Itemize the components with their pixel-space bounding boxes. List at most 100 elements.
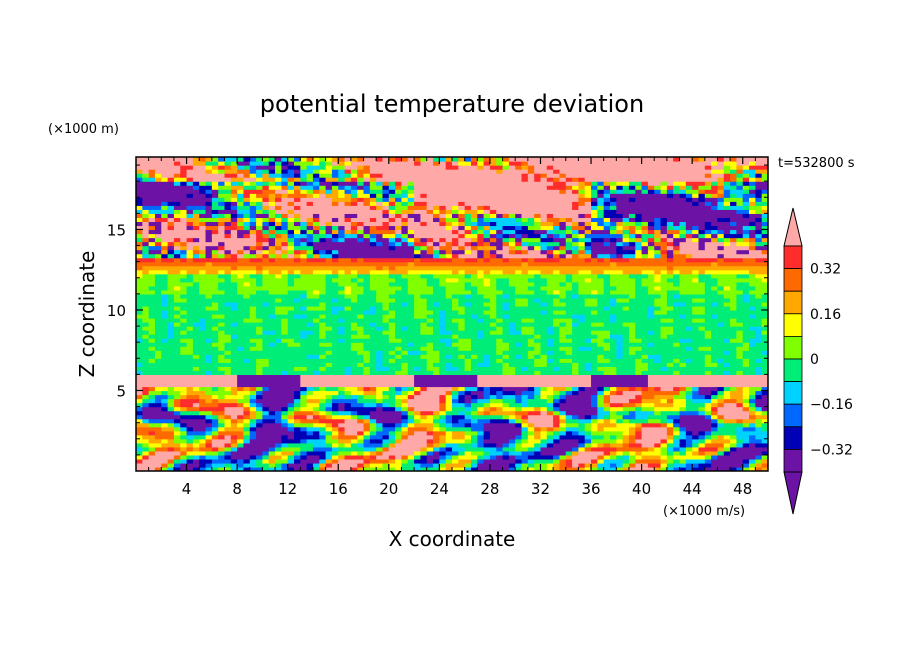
field-cell — [382, 418, 390, 424]
field-cell — [483, 374, 491, 380]
field-cell — [730, 273, 737, 279]
field-cell — [654, 322, 662, 327]
field-cell — [256, 358, 263, 363]
field-cell — [464, 334, 472, 339]
field-cell — [256, 410, 263, 416]
field-cell — [578, 346, 586, 351]
field-cell — [534, 398, 542, 404]
field-cell — [654, 362, 662, 367]
field-cell — [262, 346, 270, 351]
field-cell — [723, 305, 731, 311]
field-cell — [249, 458, 257, 464]
field-cell — [388, 362, 396, 367]
field-cell — [730, 418, 737, 424]
field-cell — [730, 386, 737, 392]
field-cell — [470, 269, 478, 275]
field-cell — [565, 314, 573, 319]
field-cell — [489, 422, 497, 428]
field-cell — [426, 406, 434, 412]
field-cell — [445, 350, 453, 355]
field-cell — [136, 350, 143, 355]
field-cell — [136, 314, 143, 319]
field-cell — [433, 301, 440, 307]
field-cell — [275, 386, 282, 392]
field-cell — [338, 326, 346, 331]
field-cell — [199, 378, 207, 384]
field-cell — [477, 289, 485, 295]
field-cell — [527, 414, 535, 420]
field-cell — [376, 406, 384, 412]
field-cell — [755, 301, 763, 307]
field-cell — [546, 454, 554, 460]
field-cell — [641, 273, 649, 279]
field-cell — [300, 418, 308, 424]
field-cell — [553, 410, 561, 416]
field-cell — [622, 374, 630, 380]
field-cell — [477, 301, 485, 307]
field-cell — [502, 277, 510, 283]
field-cell — [692, 462, 700, 468]
field-cell — [312, 382, 320, 388]
field-cell — [666, 466, 674, 471]
field-cell — [679, 382, 687, 388]
field-cell — [572, 350, 579, 355]
field-cell — [553, 314, 561, 319]
field-cell — [142, 318, 150, 323]
field-cell — [357, 442, 365, 448]
field-cell — [275, 438, 282, 444]
field-cell — [704, 386, 712, 392]
field-cell — [578, 422, 586, 428]
field-cell — [704, 350, 712, 355]
field-cell — [369, 354, 377, 359]
field-cell — [483, 305, 491, 311]
field-cell — [483, 390, 491, 396]
field-cell — [256, 418, 263, 424]
field-cell — [755, 438, 763, 444]
field-cell — [736, 438, 744, 444]
field-cell — [711, 386, 719, 392]
field-cell — [553, 269, 561, 275]
field-cell — [224, 386, 232, 392]
field-cell — [154, 394, 162, 400]
field-cell — [420, 414, 428, 420]
field-cell — [755, 297, 763, 303]
field-cell — [496, 390, 504, 396]
field-cell — [388, 394, 396, 400]
field-cell — [256, 398, 263, 404]
field-cell — [344, 418, 352, 424]
field-cell — [300, 326, 308, 331]
field-cell — [142, 386, 150, 392]
field-cell — [350, 386, 358, 392]
field-cell — [452, 338, 459, 343]
field-cell — [452, 318, 459, 323]
field-cell — [312, 314, 320, 319]
field-cell — [692, 426, 700, 432]
field-cell — [363, 285, 371, 291]
field-cell — [591, 285, 598, 291]
field-cell — [262, 386, 270, 392]
field-cell — [603, 342, 611, 347]
field-cell — [565, 462, 573, 468]
field-cell — [711, 297, 719, 303]
field-cell — [199, 390, 207, 396]
field-cell — [679, 330, 687, 335]
field-cell — [755, 374, 763, 380]
field-cell — [597, 338, 605, 343]
field-cell — [395, 305, 403, 311]
field-cell — [218, 446, 226, 452]
field-cell — [161, 418, 169, 424]
field-cell — [628, 386, 636, 392]
field-cell — [199, 342, 207, 347]
field-cell — [628, 281, 636, 287]
field-cell — [350, 358, 358, 363]
field-cell — [414, 394, 421, 400]
field-cell — [275, 285, 282, 291]
field-cell — [306, 314, 314, 319]
field-cell — [142, 438, 150, 444]
field-cell — [704, 422, 712, 428]
field-cell — [344, 458, 352, 464]
field-cell — [622, 438, 630, 444]
field-cell — [546, 446, 554, 452]
field-cell — [300, 434, 308, 440]
field-cell — [679, 314, 687, 319]
